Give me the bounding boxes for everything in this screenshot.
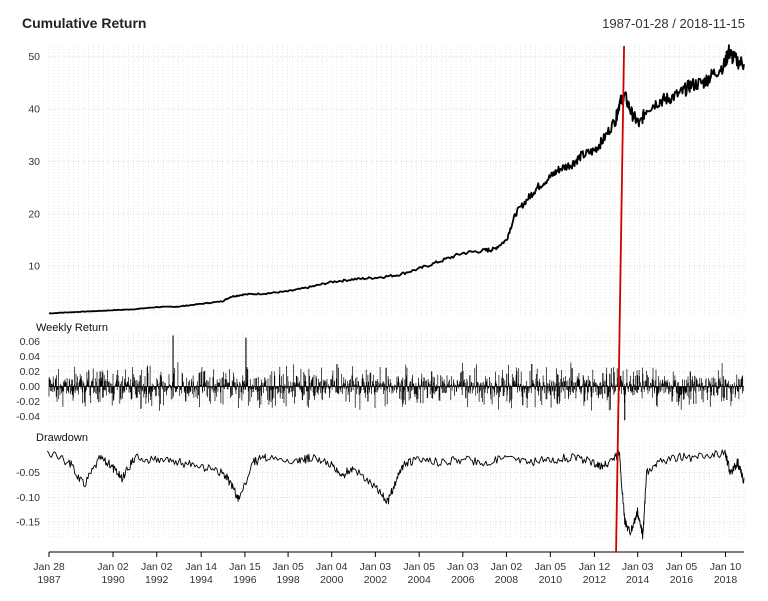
x-tick-label-date: Jan 03: [447, 561, 479, 573]
weekly-return-panel: [48, 335, 744, 421]
x-tick-label-date: Jan 15: [229, 561, 261, 573]
x-tick-label-year: 1998: [276, 574, 300, 586]
x-tick-label-date: Jan 04: [316, 561, 348, 573]
x-tick-label-date: Jan 12: [579, 561, 611, 573]
x-tick-label-date: Jan 03: [622, 561, 654, 573]
y-tick-label: 0.04: [20, 351, 41, 363]
drawdown-panel: [47, 449, 745, 540]
x-tick-label-date: Jan 02: [491, 561, 523, 573]
x-tick-label-date: Jan 14: [185, 561, 217, 573]
x-tick-label-date: Jan 02: [141, 561, 173, 573]
event-marker: [615, 45, 625, 553]
x-tick-label-year: 1987: [37, 574, 61, 586]
y-tick-label: 0.00: [20, 381, 41, 393]
date-range-label: 1987-01-28 / 2018-11-15: [602, 16, 745, 31]
y-tick-label: -0.10: [16, 492, 40, 504]
x-tick-label-year: 1994: [189, 574, 213, 586]
x-tick-label-year: 2010: [539, 574, 563, 586]
y-axis-ticks: 10 20 30 40 50 -0.04 -0.02 0.00 0.02 0.04 0.06 -0.1…: [16, 51, 40, 529]
x-tick-label-date: Jan 03: [360, 561, 392, 573]
y-tick-label: -0.02: [16, 396, 40, 408]
x-tick-label-year: 1990: [101, 574, 125, 586]
y-tick-label: 0.02: [20, 366, 41, 378]
weekly-return-bars: [48, 362, 744, 411]
x-tick-label-date: Jan 28: [33, 561, 65, 573]
x-tick-label-year: 2008: [495, 574, 519, 586]
x-tick-label-date: Jan 10: [710, 561, 742, 573]
y-tick-label: 10: [28, 261, 40, 273]
chart-title: Cumulative Return: [22, 15, 146, 31]
y-tick-label: -0.05: [16, 467, 40, 479]
cumulative-return-panel: [48, 44, 745, 315]
x-tick-label-year: 2002: [364, 574, 388, 586]
y-tick-label: 0.06: [20, 336, 41, 348]
x-tick-label-year: 2016: [670, 574, 694, 586]
x-tick-label-date: Jan 05: [272, 561, 304, 573]
y-tick-label: 20: [28, 208, 40, 220]
drawdown-line: [47, 449, 745, 540]
x-tick-label-date: Jan 05: [403, 561, 435, 573]
x-tick-label-year: 1996: [233, 574, 257, 586]
y-tick-label: -0.04: [16, 411, 40, 423]
x-tick-label-year: 2000: [320, 574, 344, 586]
x-tick-label-year: 2014: [626, 574, 650, 586]
grid-lines: [48, 46, 745, 537]
y-tick-label: -0.15: [16, 517, 40, 529]
event-marker-line: [615, 45, 625, 553]
x-tick-label-date: Jan 05: [666, 561, 698, 573]
panel-title-drawdown: Drawdown: [36, 432, 88, 444]
panel-title-weekly-return: Weekly Return: [36, 322, 108, 334]
x-tick-label-date: Jan 05: [535, 561, 567, 573]
x-tick-label-year: 1992: [145, 574, 169, 586]
y-tick-label: 40: [28, 103, 40, 115]
x-tick-label-year: 2006: [451, 574, 475, 586]
x-tick-label-year: 2004: [408, 574, 432, 586]
x-tick-label-date: Jan 02: [97, 561, 129, 573]
x-tick-label-year: 2018: [714, 574, 738, 586]
cumulative-return-line: [48, 44, 745, 315]
x-tick-label-year: 2012: [583, 574, 607, 586]
y-tick-label: 30: [28, 156, 40, 168]
y-tick-label: 50: [28, 51, 40, 63]
